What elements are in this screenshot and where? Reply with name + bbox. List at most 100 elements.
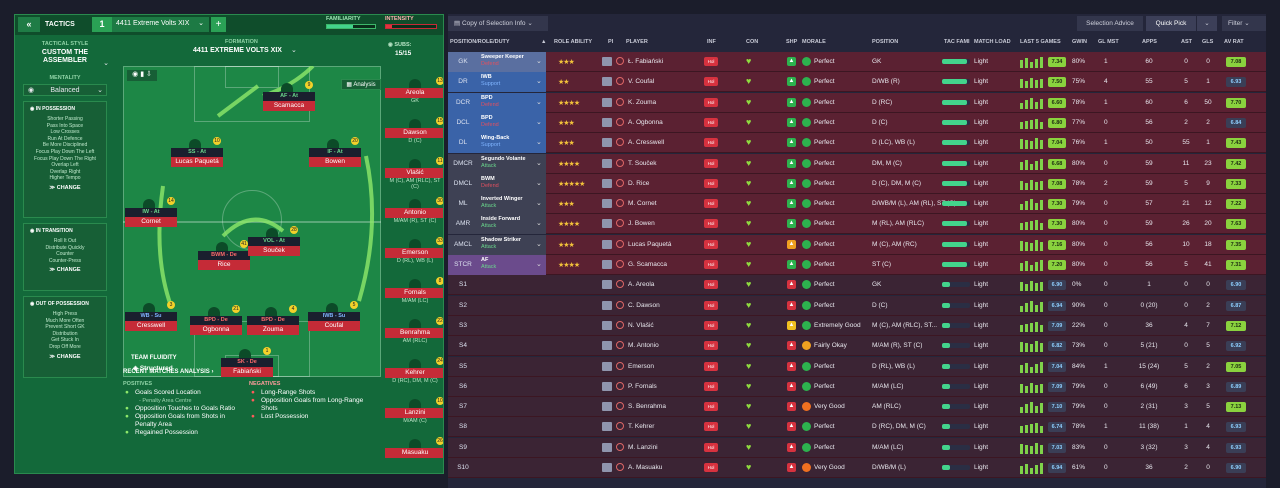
in-possession-box[interactable]: ◉ IN POSSESSION Shorter Passing Pass Into… <box>23 101 107 218</box>
col-apps[interactable]: APPS <box>1142 39 1157 45</box>
col-shp[interactable]: SHP <box>786 39 798 45</box>
col-gls[interactable]: GLS <box>1202 39 1214 45</box>
quick-pick-menu[interactable]: ⌄ <box>1197 16 1217 31</box>
pitch-player[interactable]: BWM - De Rice 41 <box>198 240 250 270</box>
row-role[interactable]: Shadow Striker Attack <box>478 234 546 255</box>
table-row[interactable]: STCR AF Attack ⌄ ★★★★ G. Scamacca Hol ♥ ▲ Perfect… <box>448 255 1266 275</box>
player-name[interactable]: Emerson <box>628 362 655 370</box>
sub-player[interactable]: Benrahma AM (RLC) 22 <box>385 317 443 345</box>
col-gl-mst[interactable]: GL MST <box>1098 39 1119 45</box>
pitch-player[interactable]: VOL - At Souček 28 <box>248 226 300 256</box>
view-toggle-group[interactable]: ◉ ▮ ⇩ <box>127 70 157 81</box>
col-con[interactable]: CON <box>746 39 759 45</box>
col-gwin[interactable]: GWIN <box>1072 39 1087 45</box>
player-name[interactable]: A. Ogbonna <box>628 118 663 126</box>
player-name[interactable]: A. Areola <box>628 281 655 289</box>
mentality-select[interactable]: ◉ Balanced ⌄ <box>23 84 107 96</box>
row-role[interactable]: Inside Forward Attack <box>478 214 546 235</box>
add-tactic-button[interactable]: + <box>211 17 226 32</box>
player-name[interactable]: C. Dawson <box>628 301 660 309</box>
table-row[interactable]: DMCR Segundo Volante Attack ⌄ ★★★★ T. Souček H… <box>448 153 1266 174</box>
quick-pick-button[interactable]: Quick Pick <box>1146 16 1196 31</box>
table-row[interactable]: S1 A. Areola Hol ♥ ▲ Perfect GK Light 6.90 0% 0 1 0 0… <box>448 275 1266 296</box>
row-role[interactable]: BWM Defend <box>478 173 546 194</box>
col-position[interactable]: POSITION <box>872 39 899 45</box>
analysis-button[interactable]: ▦ Analysis <box>341 79 381 90</box>
table-row[interactable]: AMCL Shadow Striker Attack ⌄ ★★★ Lucas Paquet… <box>448 234 1266 255</box>
pitch-player[interactable]: IW - At Cornet 14 <box>125 197 177 227</box>
pitch-player[interactable]: AF - At Scamacca 9 <box>263 81 315 111</box>
table-row[interactable]: DR IWB Support ⌄ ★★ V. Coufal Hol ♥ ▲ Perfect D/WB… <box>448 72 1266 93</box>
pitch-player[interactable]: IF - At Bowen 20 <box>309 137 361 167</box>
col-match-load[interactable]: MATCH LOAD <box>974 39 1011 45</box>
pitch-player[interactable]: BPD - De Ogbonna 21 <box>190 305 242 335</box>
table-row[interactable]: AMR Inside Forward Attack ⌄ ★★★★ J. Bowen Hol ♥… <box>448 214 1266 235</box>
row-role[interactable]: AF Attack <box>478 255 546 275</box>
player-name[interactable]: M. Lanzini <box>628 443 658 451</box>
collapse-button[interactable]: « <box>18 17 40 32</box>
sub-player[interactable]: Vlašić M (C), AM (RLC), ST (C) 11 <box>385 157 443 190</box>
player-name[interactable]: J. Bowen <box>628 220 655 228</box>
table-row[interactable]: ML Inverted Winger Attack ⌄ ★★★ M. Cornet Hol ♥… <box>448 194 1266 215</box>
pitch-player[interactable]: BPD - De Zouma 4 <box>247 305 299 335</box>
sub-player[interactable]: Lanzini M/AM (C) 10 <box>385 397 443 425</box>
out-of-possession-change-button[interactable]: ≫ CHANGE <box>49 353 81 360</box>
table-row[interactable]: S4 M. Antonio Hol ♥ ▲ Fairly Okay M/AM (R), ST… <box>448 336 1266 357</box>
table-row[interactable]: DL Wing-Back Support ⌄ ★★★ A. Cresswell Hol ♥ ▲ P… <box>448 133 1266 154</box>
view-selector[interactable]: ▤ Copy of Selection Info ⌄ <box>448 16 548 31</box>
col-last-5[interactable]: LAST 5 GAMES <box>1020 39 1061 45</box>
player-name[interactable]: T. Souček <box>628 159 657 167</box>
player-name[interactable]: P. Fornals <box>628 382 657 390</box>
filter-button[interactable]: Filter ⌄ <box>1222 16 1266 31</box>
sub-player[interactable]: Kehrer D (RC), DM, M (C) 24 <box>385 357 443 385</box>
player-name[interactable]: G. Scamacca <box>628 261 668 268</box>
col-pi[interactable]: PI <box>608 39 614 45</box>
col-player[interactable]: PLAYER <box>626 39 648 45</box>
in-transition-box[interactable]: ◉ IN TRANSITION Roll It Out Distribute Qu… <box>23 223 107 291</box>
table-row[interactable]: S5 Emerson Hol ♥ ▲ Perfect D (RL), WB (L) Light… <box>448 356 1266 377</box>
col-ast[interactable]: AST <box>1181 39 1192 45</box>
player-name[interactable]: S. Benrahma <box>628 403 666 411</box>
table-row[interactable]: S9 M. Lanzini Hol ♥ ▲ Perfect M/AM (LC) Light 7.… <box>448 437 1266 458</box>
player-name[interactable]: Lucas Paquetá <box>628 240 672 248</box>
sub-player[interactable]: Dawson D (C) 15 <box>385 117 443 145</box>
row-role[interactable]: BPD Defend <box>478 92 546 113</box>
row-role[interactable]: Inverted Winger Attack <box>478 194 546 215</box>
player-name[interactable]: A. Cresswell <box>628 139 665 147</box>
selection-advice-button[interactable]: Selection Advice <box>1077 16 1143 31</box>
player-name[interactable]: K. Zouma <box>628 98 657 106</box>
recent-matches-title[interactable]: RECENT MATCHES ANALYSIS › <box>123 369 214 375</box>
tactic-slot-number[interactable]: 1 <box>92 17 112 32</box>
player-name[interactable]: V. Coufal <box>628 78 655 86</box>
tactical-style-name[interactable]: CUSTOM THE ASSEMBLER <box>41 49 89 64</box>
pitch-player[interactable]: SS - At Lucas Paquetá 10 <box>171 137 223 167</box>
row-role[interactable]: Sweeper Keeper Defend <box>478 52 546 72</box>
in-possession-change-button[interactable]: ≫ CHANGE <box>49 184 81 191</box>
sub-player[interactable]: Fornals M/AM (LC) 8 <box>385 277 443 305</box>
table-row[interactable]: GK Sweeper Keeper Defend ⌄ ★★★ Ł. Fabiański Ho… <box>448 52 1266 72</box>
pitch-player[interactable]: IWB - Su Coufal 5 <box>308 301 360 331</box>
player-name[interactable]: Ł. Fabiański <box>628 58 664 65</box>
row-role[interactable]: Wing-Back Support <box>478 133 546 154</box>
out-of-possession-box[interactable]: ◉ OUT OF POSSESSION High Press Much More … <box>23 296 107 378</box>
row-role[interactable]: Segundo Volante Attack <box>478 153 546 174</box>
table-row[interactable]: S8 T. Kehrer Hol ♥ ▲ Perfect D (RC), DM, M (C)… <box>448 417 1266 438</box>
col-role-ability[interactable]: ROLE ABILITY <box>554 39 592 45</box>
col-av-rat[interactable]: AV RAT <box>1224 39 1244 45</box>
pitch-player[interactable]: SK - De Fabiański 1 <box>221 347 273 377</box>
col-inf[interactable]: INF <box>707 39 716 45</box>
sub-player[interactable]: Antonio M/AM (R), ST (C) 30 <box>385 197 443 225</box>
player-name[interactable]: A. Masuaku <box>628 464 663 471</box>
col-tac-fami[interactable]: TAC FAMI <box>944 39 970 45</box>
player-name[interactable]: M. Antonio <box>628 342 659 350</box>
sub-player[interactable]: Emerson D (RL), WB (L) 33 <box>385 237 443 265</box>
table-row[interactable]: S3 N. Vlašić Hol ♥ ▲ Extremely Good M (C), AM … <box>448 315 1266 336</box>
tactic-selector[interactable]: 4411 Extreme Volts XIX ⌄ <box>112 17 209 32</box>
in-transition-change-button[interactable]: ≫ CHANGE <box>49 267 81 274</box>
player-name[interactable]: D. Rice <box>628 179 650 187</box>
table-row[interactable]: S7 S. Benrahma Hol ♥ ▲ Very Good AM (RLC) Light… <box>448 397 1266 418</box>
sub-player[interactable]: Masuaku 26 <box>385 437 443 465</box>
row-role[interactable]: BPD Defend <box>478 112 546 133</box>
col-morale[interactable]: MORALE <box>802 39 826 45</box>
table-row[interactable]: S10 A. Masuaku Hol ♥ ▲ Very Good D/WB/M (L) Lig… <box>448 458 1266 478</box>
